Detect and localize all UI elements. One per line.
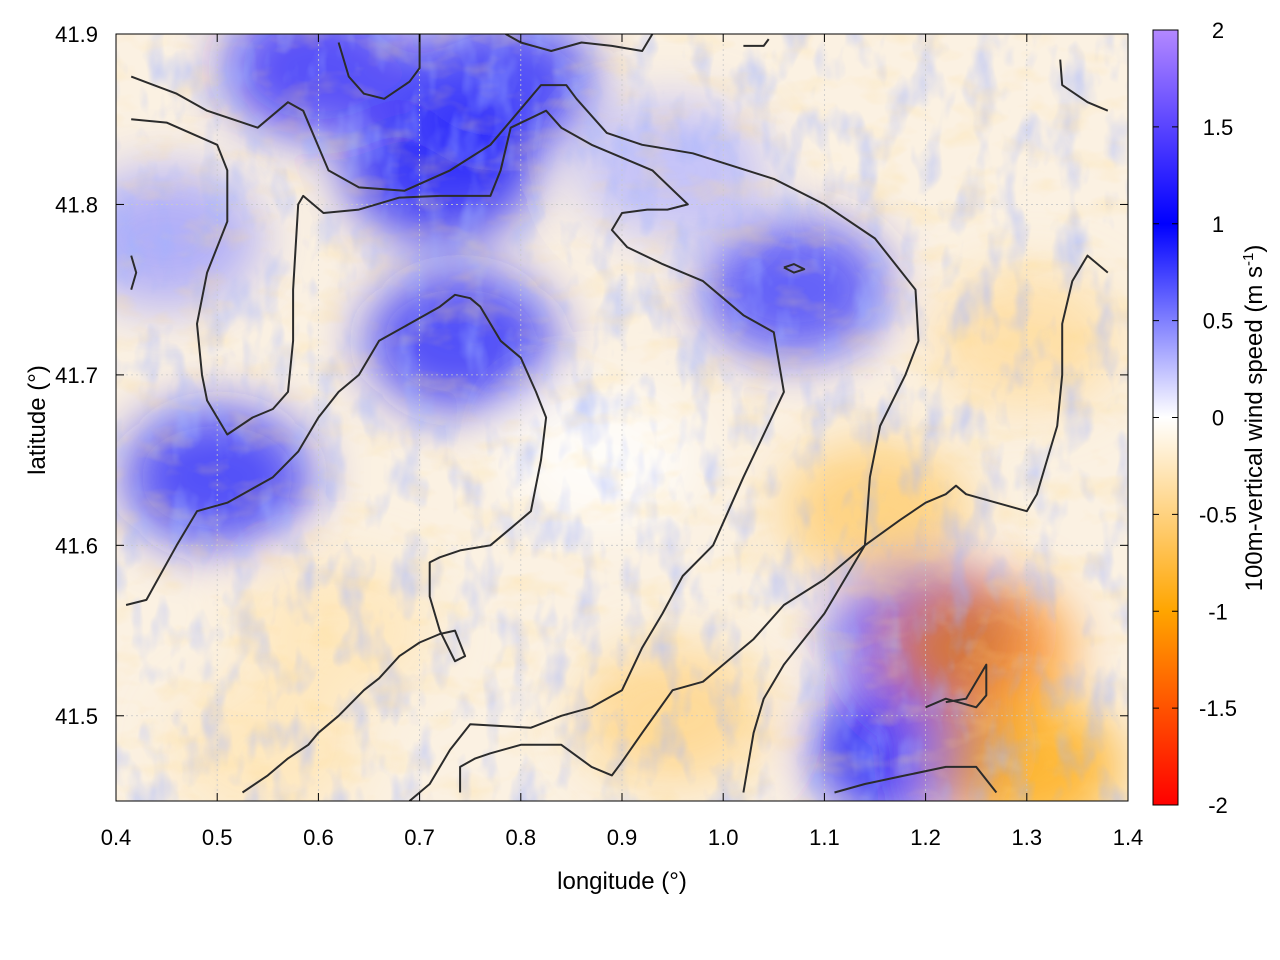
colorbar-tick-label-6: 1	[1212, 212, 1224, 237]
colorbar-unit-close: )	[1241, 245, 1268, 253]
contour-line-5	[925, 663, 988, 709]
x-tick-label-5: 0.9	[607, 825, 638, 850]
colorbar-tick-label-2: -1	[1208, 599, 1228, 624]
x-tick-label-8: 1.2	[910, 825, 941, 850]
colorbar-tick-label-8: 2	[1212, 18, 1224, 43]
contour-line-2	[125, 293, 548, 794]
wind-field-texture-orange	[116, 34, 1128, 801]
contour-line-11	[130, 255, 138, 290]
colorbar-tick-label-7: 1.5	[1203, 115, 1234, 140]
x-tick-label-4: 0.8	[506, 825, 537, 850]
colorbar-tick-label-1: -1.5	[1199, 696, 1237, 721]
y-tick-label-4: 41.9	[55, 22, 98, 47]
x-axis-label: longitude (°)	[557, 868, 687, 895]
y-tick-label-0: 41.5	[55, 704, 98, 729]
contour-line-9	[743, 38, 770, 47]
colorbar-tick-label-3: -0.5	[1199, 502, 1237, 527]
colorbar-tick-label-4: 0	[1212, 406, 1224, 431]
contour-line-7	[337, 34, 421, 100]
contour-line-3	[459, 254, 1109, 793]
grid-lines	[116, 34, 1128, 801]
contour-line-8	[505, 34, 654, 52]
colorbar-unit: m s	[1241, 266, 1268, 305]
x-tick-label-1: 0.5	[202, 825, 233, 850]
colorbar-tick-label-0: -2	[1208, 793, 1228, 818]
contour-line-10	[1059, 59, 1109, 112]
contour-line-0	[130, 75, 920, 793]
contour-line-1	[131, 109, 785, 801]
y-axis-label: latitude (°)	[24, 365, 51, 475]
y-tick-label-2: 41.7	[55, 363, 98, 388]
x-tick-label-2: 0.6	[303, 825, 334, 850]
terrain-contours	[125, 34, 1109, 801]
colorbar-unit-exponent: -1	[1240, 253, 1257, 266]
x-tick-label-9: 1.3	[1012, 825, 1043, 850]
colorbar-unit-open: (	[1241, 305, 1268, 320]
contour-line-6	[783, 263, 806, 274]
x-tick-label-10: 1.4	[1113, 825, 1144, 850]
y-axis: 41.5 41.6 41.7 41.8 41.9	[55, 22, 1128, 729]
x-axis: 0.4 0.5 0.6 0.7 0.8 0.9 1.0 1.1 1.2 1.3 1.4	[101, 34, 1144, 850]
x-tick-label-6: 1.0	[708, 825, 739, 850]
colorbar-ticks: -2 -1.5 -1 -0.5 0 0.5 1 1.5 2	[1153, 18, 1237, 818]
colorbar: -2 -1.5 -1 -0.5 0 0.5 1 1.5 2 100m-vertical wind…	[1152, 18, 1268, 818]
plot-area	[116, 34, 1128, 801]
colorbar-label-text: 100m-vertical wind speed	[1241, 319, 1268, 591]
y-tick-label-1: 41.6	[55, 533, 98, 558]
x-tick-label-3: 0.7	[404, 825, 435, 850]
colorbar-label: 100m-vertical wind speed (m s-1)	[1240, 245, 1268, 592]
x-tick-label-7: 1.1	[809, 825, 840, 850]
contour-line-4	[834, 765, 998, 794]
y-tick-label-3: 41.8	[55, 192, 98, 217]
x-tick-label-0: 0.4	[101, 825, 132, 850]
colorbar-tick-label-5: 0.5	[1203, 309, 1234, 334]
